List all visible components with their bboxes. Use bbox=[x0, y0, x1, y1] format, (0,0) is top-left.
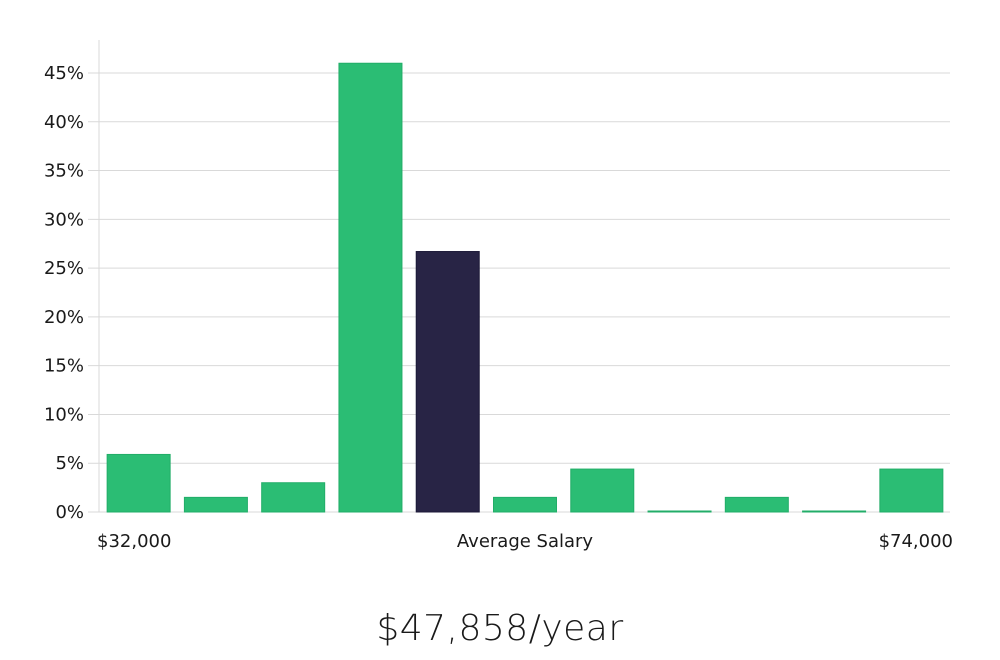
y-tick-label: 5% bbox=[55, 453, 84, 474]
y-tick-label: 15% bbox=[44, 356, 84, 377]
y-axis-ticks: 0% 5% 10% 15% 20% 25% 30% 35% 40% 45% bbox=[44, 63, 84, 523]
bar bbox=[493, 496, 557, 513]
bar bbox=[261, 482, 326, 513]
y-tick-label: 35% bbox=[44, 161, 84, 182]
x-label-max: $74,000 bbox=[879, 531, 953, 552]
bar bbox=[106, 453, 171, 513]
y-tick-label: 0% bbox=[55, 502, 84, 523]
y-tick-label: 25% bbox=[44, 258, 84, 279]
grid-lines bbox=[88, 72, 950, 513]
bar bbox=[724, 496, 789, 513]
x-label-average: Average Salary bbox=[457, 531, 594, 552]
bar bbox=[570, 468, 635, 513]
salary-histogram-chart: 0% 5% 10% 15% 20% 25% 30% 35% 40% 45% $32,000 Ave… bbox=[44, 40, 953, 552]
y-tick-label: 20% bbox=[44, 307, 84, 328]
bar bbox=[879, 468, 944, 513]
y-tick-label: 10% bbox=[44, 404, 84, 425]
y-tick-label: 30% bbox=[44, 209, 84, 230]
average-salary-value: $47,858/year bbox=[376, 608, 624, 649]
bar bbox=[338, 62, 403, 513]
x-label-min: $32,000 bbox=[97, 531, 171, 552]
y-tick-label: 45% bbox=[44, 63, 84, 84]
bar bbox=[802, 510, 867, 513]
bar-average-salary bbox=[415, 251, 480, 513]
bar bbox=[183, 496, 248, 513]
y-tick-label: 40% bbox=[44, 112, 84, 133]
bars bbox=[106, 62, 944, 513]
bar bbox=[647, 510, 712, 513]
